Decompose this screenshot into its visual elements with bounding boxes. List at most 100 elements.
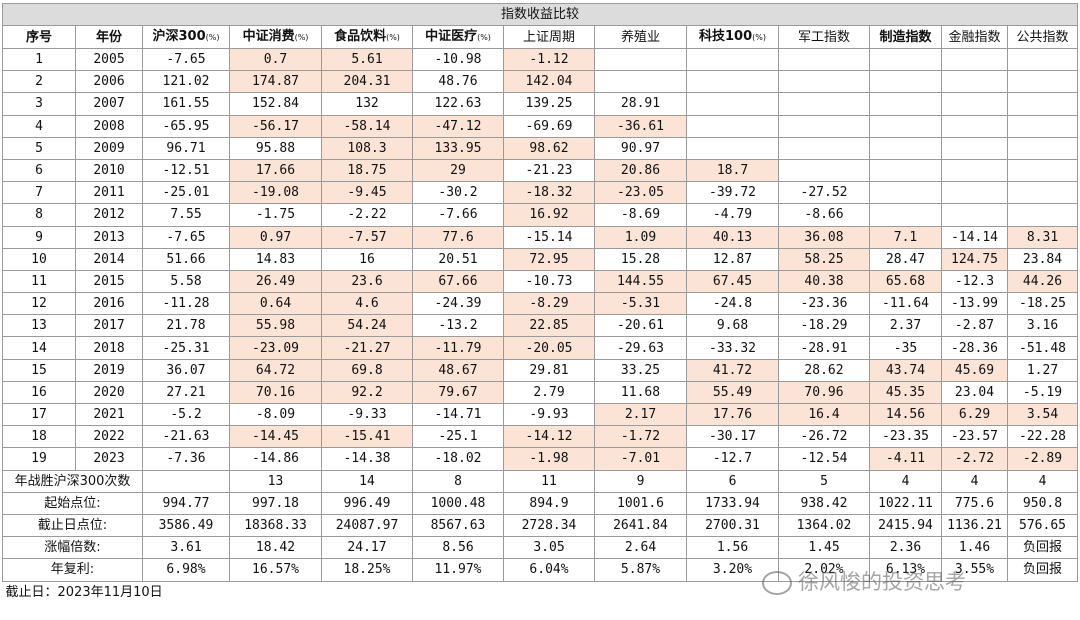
summary-row: 涨幅倍数: 3.61 18.42 24.17 8.56 3.05 2.64 1.56 1.45 2… — [2, 536, 1078, 560]
table-cell: -24.8 — [686, 292, 779, 316]
table-cell — [941, 92, 1008, 116]
table-cell: -18.02 — [412, 447, 504, 471]
table-cell: 36.08 — [778, 225, 870, 249]
table-row: 1 2005 -7.65 0.7 5.61 -10.98 -1.12 — [2, 47, 1078, 72]
table-cell — [941, 158, 1008, 183]
table-cell: -12.3 — [941, 269, 1008, 294]
summary-cell: 负回报 — [1007, 536, 1078, 560]
table-cell — [941, 203, 1008, 227]
table-cell: 12 — [2, 292, 76, 316]
table-cell: 20.86 — [594, 158, 687, 183]
table-cell: 2009 — [75, 136, 143, 160]
summary-cell: 994.77 — [142, 491, 230, 515]
table-cell: -11.28 — [142, 292, 230, 316]
table-row: 4 2008 -65.95 -56.17 -58.14 -47.12 -69.69 -36.6… — [2, 114, 1078, 138]
table-cell: 121.02 — [142, 70, 230, 94]
table-cell: 3.54 — [1007, 402, 1078, 427]
summary-cell: 2728.34 — [503, 513, 595, 538]
table-cell: 152.84 — [229, 92, 322, 116]
table-cell: 2.37 — [869, 314, 942, 338]
summary-cell: 6 — [686, 469, 779, 493]
table-row: 2 2006 121.02 174.87 204.31 48.76 142.04 — [2, 70, 1078, 94]
table-cell: -12.54 — [778, 447, 870, 471]
table-cell: 98.62 — [503, 136, 595, 160]
table-cell — [1007, 158, 1078, 183]
table-cell: 2.79 — [503, 380, 595, 405]
table-cell: 14.56 — [869, 402, 942, 427]
table-cell — [1007, 70, 1078, 94]
table-cell: 4 — [2, 114, 76, 138]
table-cell: 15.28 — [594, 247, 687, 271]
table-cell: 2023 — [75, 447, 143, 471]
table-cell: 23.84 — [1007, 247, 1078, 271]
summary-cell: 18368.33 — [229, 513, 322, 538]
column-header-label: 金融指数 — [948, 29, 1001, 45]
table-cell: -23.09 — [229, 336, 322, 360]
column-header: 金融指数 — [941, 25, 1008, 49]
table-cell: 48.76 — [412, 70, 504, 94]
table-cell: 2014 — [75, 247, 143, 271]
table-cell: 41.72 — [686, 358, 779, 382]
table-cell: 26.49 — [229, 269, 322, 294]
table-row: 10 2014 51.66 14.83 16 20.51 72.95 15.28 12.87 58… — [2, 247, 1078, 271]
column-header-label: 科技100 — [699, 29, 753, 44]
column-header: 养殖业 — [594, 25, 687, 49]
table-title: 指数收益比较 — [2, 3, 1078, 26]
summary-cell: 3.05 — [503, 536, 595, 560]
table-cell: 96.71 — [142, 136, 230, 160]
summary-cell: 1.46 — [941, 536, 1008, 560]
table-cell — [1007, 114, 1078, 138]
table-cell: -2.89 — [1007, 447, 1078, 471]
column-header-label: 上证周期 — [522, 29, 575, 45]
summary-cell: 11 — [503, 469, 595, 493]
table-cell — [941, 47, 1008, 72]
table-cell: 22.85 — [503, 314, 595, 338]
table-cell: 20.51 — [412, 247, 504, 271]
table-cell: 8.31 — [1007, 225, 1078, 249]
table-cell: 122.63 — [412, 92, 504, 116]
table-cell — [869, 114, 942, 138]
table-cell: -15.41 — [321, 425, 413, 449]
summary-cell: 负回报 — [1007, 558, 1078, 582]
summary-cell: 1.45 — [778, 536, 870, 560]
table-cell: -4.11 — [869, 447, 942, 471]
table-cell: 65.68 — [869, 269, 942, 294]
table-cell: 2006 — [75, 70, 143, 94]
table-cell — [778, 92, 870, 116]
table-cell: 29.81 — [503, 358, 595, 382]
table-cell: 2011 — [75, 181, 143, 205]
table-cell: -13.2 — [412, 314, 504, 338]
table-cell — [869, 181, 942, 205]
table-cell: 2018 — [75, 336, 143, 360]
table-cell: -7.01 — [594, 447, 687, 471]
table-cell: -7.36 — [142, 447, 230, 471]
table-cell: -20.61 — [594, 314, 687, 338]
table-cell: -1.12 — [503, 47, 595, 72]
table-cell: 6 — [2, 158, 76, 183]
table-cell: -25.31 — [142, 336, 230, 360]
table-cell: 4.6 — [321, 292, 413, 316]
table-cell: -12.51 — [142, 158, 230, 183]
table-cell: -19.08 — [229, 181, 322, 205]
column-header: 公共指数 — [1007, 25, 1078, 49]
table-cell — [869, 158, 942, 183]
table-cell: -14.86 — [229, 447, 322, 471]
table-cell: 6.29 — [941, 402, 1008, 427]
table-cell: 23.04 — [941, 380, 1008, 405]
summary-label: 截止日点位: — [2, 513, 143, 538]
summary-cell: 1.56 — [686, 536, 779, 560]
table-cell: 132 — [321, 92, 413, 116]
column-header: 军工指数 — [778, 25, 870, 49]
summary-cell: 3.61 — [142, 536, 230, 560]
column-header-unit: (%) — [294, 33, 309, 42]
summary-cell: 2700.31 — [686, 513, 779, 538]
summary-cell: 1136.21 — [941, 513, 1008, 538]
summary-cell — [142, 469, 230, 493]
table-cell: 23.6 — [321, 269, 413, 294]
table-cell: 2.17 — [594, 402, 687, 427]
table-cell: 18 — [2, 425, 76, 449]
table-cell: 17 — [2, 402, 76, 427]
summary-cell: 8.56 — [412, 536, 504, 560]
table-cell — [686, 92, 779, 116]
table-cell: 28.62 — [778, 358, 870, 382]
